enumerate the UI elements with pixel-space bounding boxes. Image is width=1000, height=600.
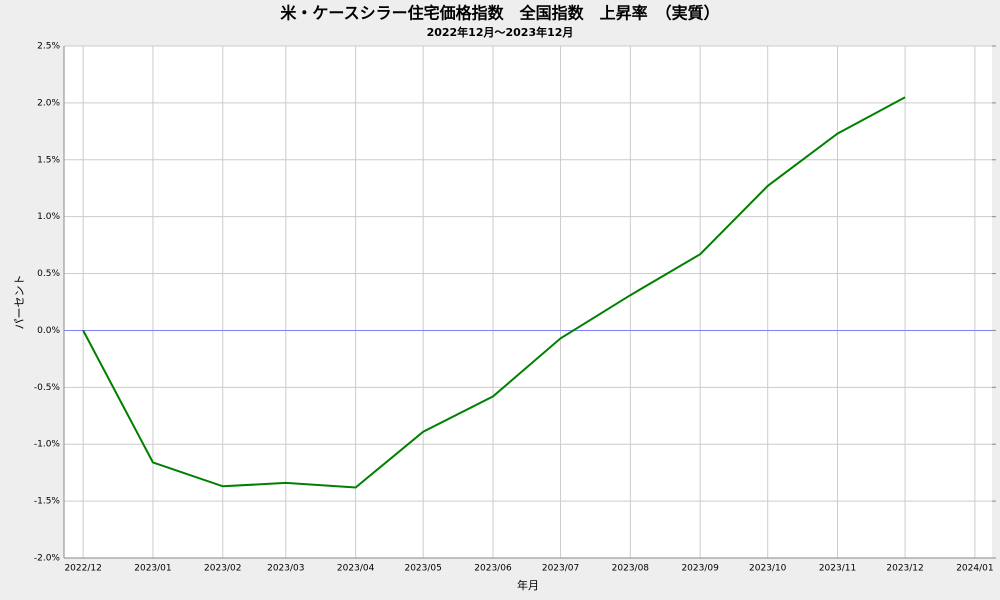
- x-tick-label: 2023/09: [681, 564, 719, 574]
- x-tick-label: 2023/08: [612, 564, 650, 574]
- y-tick-label: 2.0%: [37, 98, 60, 108]
- data-line: [82, 96, 906, 489]
- x-tick-label: 2023/10: [749, 564, 787, 574]
- x-tick-label: 2023/03: [267, 564, 304, 574]
- x-tick-label: 2022/12: [64, 564, 101, 574]
- x-tick-label: 2023/05: [404, 564, 441, 574]
- y-tick-label: 0.0%: [37, 326, 60, 336]
- x-tick-label: 2024/01: [956, 564, 993, 574]
- y-tick-label: 2.5%: [37, 42, 60, 52]
- y-tick-label: -2.0%: [34, 554, 61, 564]
- x-tick-label: 2023/01: [134, 564, 171, 574]
- x-tick-label: 2023/11: [819, 564, 856, 574]
- y-tick-label: 1.0%: [37, 212, 60, 222]
- plot-area: [64, 46, 992, 558]
- chart-title: 米・ケースシラー住宅価格指数 全国指数 上昇率 （実質）: [280, 4, 719, 23]
- x-tick-label: 2023/12: [886, 564, 923, 574]
- x-tick-label: 2023/06: [474, 564, 512, 574]
- x-tick-label: 2023/04: [337, 564, 375, 574]
- x-tick-label: 2023/02: [204, 564, 241, 574]
- chart-subtitle: 2022年12月～2023年12月: [427, 25, 574, 39]
- y-tick-label: 0.5%: [37, 269, 60, 279]
- y-tick-label: -1.5%: [34, 497, 61, 507]
- y-tick-label: -0.5%: [34, 383, 61, 393]
- x-tick-label: 2023/07: [542, 564, 579, 574]
- y-tick-label: 1.5%: [37, 155, 60, 165]
- y-axis-label: パーセント: [13, 275, 26, 330]
- x-axis-label: 年月: [517, 578, 539, 592]
- y-tick-label: -1.0%: [34, 440, 61, 450]
